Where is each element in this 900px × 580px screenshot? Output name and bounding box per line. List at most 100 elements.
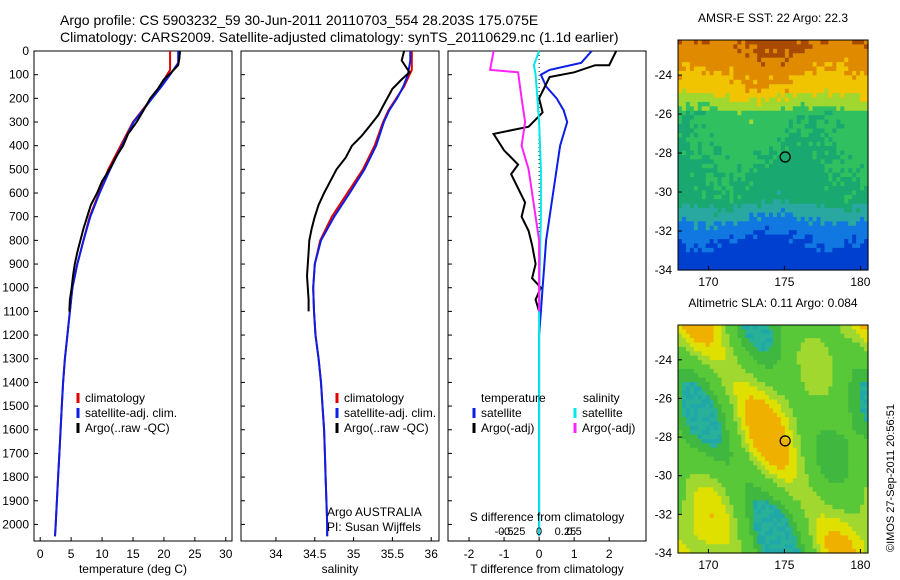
heatmap-cell (749, 421, 754, 427)
heatmap-cell (836, 53, 841, 59)
heatmap-cell (796, 234, 802, 240)
heatmap-cell (701, 66, 707, 72)
heatmap-cell (678, 203, 683, 209)
heatmap-cell (689, 75, 695, 81)
heatmap-cell (689, 482, 695, 488)
heatmap-cell (685, 425, 691, 431)
heatmap-cell (804, 351, 810, 357)
heatmap-cell (844, 101, 849, 107)
heatmap-cell (681, 44, 687, 50)
heatmap-cell (693, 146, 699, 152)
heatmap-cell (804, 478, 810, 484)
heatmap-cell (852, 500, 857, 506)
heatmap-cell (864, 482, 869, 488)
heatmap-cell (816, 465, 822, 471)
heatmap-cell (860, 199, 865, 205)
heatmap-cell (824, 360, 830, 366)
heatmap-cell (784, 124, 790, 130)
heatmap-cell (776, 159, 782, 165)
heatmap-cell (836, 333, 841, 339)
heatmap-cell (852, 252, 857, 258)
x-tick-label: 0 (37, 547, 44, 561)
heatmap-cell (697, 212, 703, 218)
heatmap-cell (693, 526, 699, 532)
heatmap-cell (701, 172, 707, 178)
heatmap-cell (681, 177, 687, 183)
heatmap-cell (709, 377, 715, 383)
heatmap-cell (733, 517, 738, 523)
heatmap-cell (844, 48, 849, 54)
heatmap-cell (796, 513, 802, 519)
heatmap-cell (701, 141, 707, 147)
heatmap-cell (717, 225, 723, 231)
heatmap-cell (749, 252, 754, 258)
heatmap-cell (757, 252, 762, 258)
heatmap-cell (788, 199, 794, 205)
heatmap-cell (864, 434, 869, 440)
heatmap-cell (784, 119, 790, 125)
legend-label: Argo(..raw -QC) (344, 421, 429, 435)
heatmap-cell (792, 177, 798, 183)
heatmap-cell (733, 75, 738, 81)
heatmap-cell (725, 40, 731, 46)
heatmap-cell (776, 239, 782, 245)
heatmap-cell (757, 390, 762, 396)
heatmap-cell (678, 177, 683, 183)
heatmap-cell (776, 522, 782, 528)
heatmap-cell (828, 181, 833, 187)
heatmap-cell (769, 342, 774, 348)
heatmap-cell (765, 137, 770, 143)
heatmap-cell (832, 395, 837, 401)
heatmap-cell (864, 346, 869, 352)
heatmap-cell (717, 194, 723, 200)
heatmap-cell (828, 159, 833, 165)
heatmap-cell (709, 216, 715, 222)
heatmap-cell (729, 132, 735, 138)
heatmap-cell (780, 465, 786, 471)
heatmap-cell (725, 194, 731, 200)
heatmap-cell (701, 377, 707, 383)
heatmap-cell (796, 106, 802, 112)
heatmap-cell (788, 517, 794, 523)
heatmap-cell (745, 329, 750, 335)
heatmap-cell (784, 66, 790, 72)
heatmap-cell (749, 351, 754, 357)
heatmap-cell (860, 390, 865, 396)
heatmap-cell (705, 509, 711, 515)
heatmap-cell (717, 84, 723, 90)
heatmap-cell (693, 469, 699, 475)
heatmap-cell (761, 487, 766, 493)
heatmap-cell (697, 447, 703, 453)
heatmap-cell (860, 333, 865, 339)
heatmap-cell (693, 159, 699, 165)
heatmap-cell (713, 88, 719, 94)
heatmap-cell (800, 325, 806, 330)
heatmap-cell (769, 500, 774, 506)
heatmap-cell (844, 513, 849, 519)
heatmap-cell (761, 439, 766, 444)
heatmap-cell (804, 97, 810, 103)
heatmap-cell (848, 62, 853, 68)
heatmap-cell (812, 221, 818, 227)
heatmap-cell (769, 84, 774, 90)
heatmap-cell (860, 517, 865, 523)
heatmap-cell (741, 360, 746, 366)
heatmap-cell (685, 97, 691, 103)
heatmap-cell (836, 225, 841, 231)
heatmap-cell (784, 360, 790, 366)
heatmap-cell (816, 57, 822, 63)
heatmap-cell (812, 101, 818, 107)
heatmap-cell (753, 403, 758, 409)
heatmap-cell (828, 185, 833, 191)
heatmap-cell (780, 382, 786, 387)
heatmap-cell (769, 128, 774, 134)
heatmap-cell (701, 256, 707, 262)
heatmap-cell (860, 474, 865, 480)
heatmap-cell (780, 141, 786, 147)
heatmap-cell (761, 208, 766, 214)
heatmap-cell (864, 465, 869, 471)
heatmap-cell (733, 234, 738, 240)
heatmap-cell (713, 141, 719, 147)
heatmap-cell (713, 190, 719, 196)
heatmap-cell (856, 355, 861, 361)
